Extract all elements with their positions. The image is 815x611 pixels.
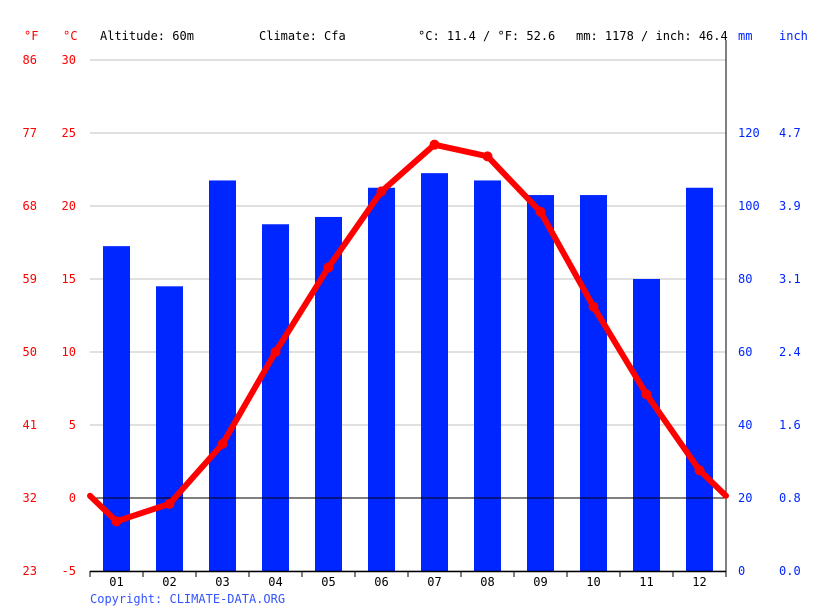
month-label: 09 (533, 575, 547, 589)
inch-tick-label: 2.4 (779, 345, 801, 359)
temperature-point (535, 206, 546, 217)
temperature-point (694, 465, 705, 476)
month-label: 12 (692, 575, 706, 589)
month-label: 06 (374, 575, 388, 589)
celsius-tick-label: -5 (62, 564, 76, 578)
inch-tick-label: 4.7 (779, 126, 801, 140)
precipitation-bar (262, 224, 289, 571)
precipitation-bar (527, 195, 554, 572)
altitude-label: Altitude: 60m (100, 29, 194, 43)
mm-tick-label: 100 (738, 199, 760, 213)
precipitation-bar (156, 286, 183, 571)
mm-tick-label: 120 (738, 126, 760, 140)
total-precipitation: mm: 1178 / inch: 46.4 (576, 29, 728, 43)
month-label: 01 (109, 575, 123, 589)
mm-tick-label: 80 (738, 272, 752, 286)
month-label: 08 (480, 575, 494, 589)
temperature-line (87, 141, 729, 525)
fahrenheit-tick-label: 50 (23, 345, 37, 359)
fahrenheit-tick-label: 23 (23, 564, 37, 578)
temperature-point (376, 186, 387, 197)
mm-tick-label: 40 (738, 418, 752, 432)
month-label: 05 (321, 575, 335, 589)
temperature-point (482, 151, 493, 162)
month-label: 03 (215, 575, 229, 589)
fahrenheit-tick-label: 86 (23, 53, 37, 67)
precipitation-bar (633, 279, 660, 571)
inch-tick-label: 1.6 (779, 418, 801, 432)
mm-tick-label: 20 (738, 491, 752, 505)
temperature-point (429, 139, 440, 150)
precipitation-bar (209, 180, 236, 571)
mm-tick-label: 60 (738, 345, 752, 359)
inch-unit: inch (779, 29, 808, 43)
precipitation-bar (368, 187, 395, 571)
average-temperature: °C: 11.4 / °F: 52.6 (418, 29, 556, 43)
celsius-tick-label: 25 (62, 126, 76, 140)
fahrenheit-tick-label: 77 (23, 126, 37, 140)
month-label: 11 (639, 575, 653, 589)
mm-unit: mm (738, 29, 753, 43)
celsius-tick-label: 20 (62, 199, 76, 213)
precipitation-bar (315, 216, 342, 571)
month-label: 04 (268, 575, 282, 589)
month-label: 02 (162, 575, 176, 589)
inch-tick-label: 3.9 (779, 199, 801, 213)
month-label: 07 (427, 575, 441, 589)
fahrenheit-tick-label: 68 (23, 199, 37, 213)
fahrenheit-unit: °F (24, 29, 39, 43)
celsius-tick-label: 15 (62, 272, 76, 286)
month-label: 10 (586, 575, 600, 589)
precipitation-bar (421, 173, 448, 571)
inch-tick-label: 3.1 (779, 272, 801, 286)
temperature-point (270, 347, 281, 357)
temperature-point (217, 438, 228, 449)
fahrenheit-tick-label: 32 (23, 491, 37, 505)
temperature-point (641, 389, 652, 400)
mm-tick-label: 0 (738, 564, 745, 578)
inch-tick-label: 0.0 (779, 564, 801, 578)
fahrenheit-tick-label: 41 (23, 418, 37, 432)
temperature-point (111, 516, 122, 527)
temperature-point (588, 301, 599, 312)
precipitation-bar (474, 180, 501, 571)
copyright-link[interactable]: Copyright: CLIMATE-DATA.ORG (90, 592, 286, 606)
celsius-tick-label: 0 (69, 491, 76, 505)
celsius-tick-label: 30 (62, 53, 76, 67)
inch-tick-label: 0.8 (779, 491, 801, 505)
precipitation-bar (686, 187, 713, 571)
precipitation-bar (580, 195, 607, 572)
celsius-unit: °C (63, 29, 78, 43)
temperature-point (164, 498, 175, 509)
climate-label: Climate: Cfa (259, 29, 346, 43)
temperature-point (323, 262, 334, 273)
fahrenheit-tick-label: 59 (23, 272, 37, 286)
celsius-tick-label: 10 (62, 345, 76, 359)
celsius-tick-label: 5 (69, 418, 76, 432)
